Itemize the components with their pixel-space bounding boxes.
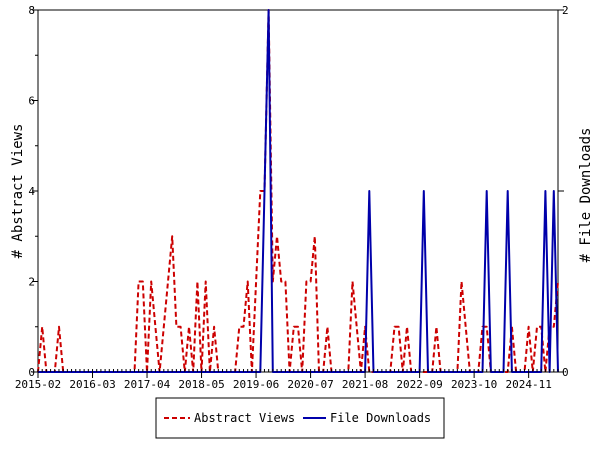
- y-left-tick-label: 2: [28, 276, 35, 289]
- series-line-abstract-views: [37, 9, 559, 373]
- y-axis-left-title: # Abstract Views: [10, 124, 26, 259]
- y-left-tick-label: 4: [28, 185, 35, 198]
- x-tick-label: 2022-09: [396, 378, 442, 391]
- plot-frame: [37, 9, 559, 373]
- legend-label-abstract-views: Abstract Views: [194, 411, 295, 425]
- legend-box: [155, 397, 445, 439]
- y-left-tick-label: 8: [28, 4, 35, 17]
- x-tick-label: 2024-11: [505, 378, 551, 391]
- y-axis-right-title: # File Downloads: [578, 128, 594, 263]
- x-tick-label: 2018-05: [178, 378, 224, 391]
- series-line-file-downloads: [38, 9, 559, 373]
- x-tick-label: 2023-10: [451, 378, 497, 391]
- y-right-tick-label: 0: [562, 366, 569, 379]
- x-tick-label: 2017-04: [124, 378, 171, 391]
- x-tick-label: 2016-03: [69, 378, 115, 391]
- y-right-tick-label: 2: [562, 4, 569, 17]
- x-tick-label: 2019-06: [233, 378, 279, 391]
- legend-label-file-downloads: File Downloads: [330, 411, 431, 425]
- y-left-tick-label: 6: [28, 95, 35, 108]
- x-tick-label: 2015-02: [15, 378, 61, 391]
- legend: Abstract Views File Downloads: [155, 397, 445, 439]
- x-tick-label: 2020-07: [287, 378, 333, 391]
- x-tick-label: 2021-08: [342, 378, 388, 391]
- y-left-tick-label: 0: [28, 366, 35, 379]
